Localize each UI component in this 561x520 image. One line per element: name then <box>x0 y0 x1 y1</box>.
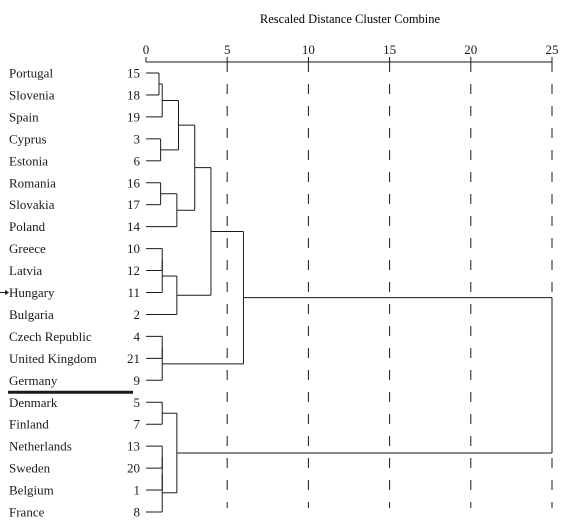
case-number: 5 <box>134 395 141 410</box>
case-number: 6 <box>134 153 141 168</box>
axis-tick-label: 5 <box>224 42 231 57</box>
case-label-romania: Romania <box>9 175 56 190</box>
case-number: 15 <box>127 66 140 81</box>
case-label-denmark: Denmark <box>9 395 58 410</box>
axis-tick-label: 0 <box>143 42 150 57</box>
case-label-hungary: Hungary <box>9 285 55 300</box>
case-number: 20 <box>127 461 140 476</box>
case-number: 18 <box>127 87 140 102</box>
case-number: 9 <box>134 373 141 388</box>
case-label-czech-republic: Czech Republic <box>9 329 92 344</box>
case-number: 19 <box>127 109 140 124</box>
case-number: 2 <box>134 307 141 322</box>
case-number: 8 <box>134 505 141 520</box>
case-label-belgium: Belgium <box>9 483 54 498</box>
case-label-estonia: Estonia <box>9 153 48 168</box>
case-label-netherlands: Netherlands <box>9 439 72 454</box>
case-label-bulgaria: Bulgaria <box>9 307 54 322</box>
case-label-poland: Poland <box>9 219 46 234</box>
case-label-cyprus: Cyprus <box>9 131 47 146</box>
axis-tick-label: 25 <box>546 42 559 57</box>
axis-tick-label: 10 <box>302 42 315 57</box>
case-number: 4 <box>134 329 141 344</box>
case-number: 13 <box>127 439 140 454</box>
dendrogram-tree <box>146 72 553 513</box>
pointer-arrowhead <box>5 290 9 295</box>
case-label-slovenia: Slovenia <box>9 87 55 102</box>
case-label-greece: Greece <box>9 241 46 256</box>
case-number: 7 <box>134 417 141 432</box>
case-number: 11 <box>127 285 140 300</box>
case-label-finland: Finland <box>9 417 49 432</box>
case-number: 10 <box>127 241 140 256</box>
case-label-sweden: Sweden <box>9 461 51 476</box>
dashed-guide-lines <box>226 62 553 508</box>
case-label-latvia: Latvia <box>9 263 42 278</box>
case-label-germany: Germany <box>9 373 58 388</box>
case-number: 1 <box>134 483 141 498</box>
axis-tick-label: 20 <box>464 42 477 57</box>
distance-axis: 0 5 10 15 20 25 <box>143 42 559 63</box>
dendrogram-title: Rescaled Distance Cluster Combine <box>260 12 441 26</box>
case-number: 21 <box>127 351 140 366</box>
case-number: 17 <box>127 197 141 212</box>
case-number: 3 <box>134 131 141 146</box>
axis-tick-label: 15 <box>383 42 396 57</box>
case-label-france: France <box>9 505 45 520</box>
case-number: 14 <box>127 219 141 234</box>
case-label-spain: Spain <box>9 109 39 124</box>
case-label-united-kingdom: United Kingdom <box>9 351 97 366</box>
case-number: 16 <box>127 175 141 190</box>
case-label-portugal: Portugal <box>9 66 53 81</box>
case-label-slovakia: Slovakia <box>9 197 55 212</box>
case-number: 12 <box>127 263 140 278</box>
